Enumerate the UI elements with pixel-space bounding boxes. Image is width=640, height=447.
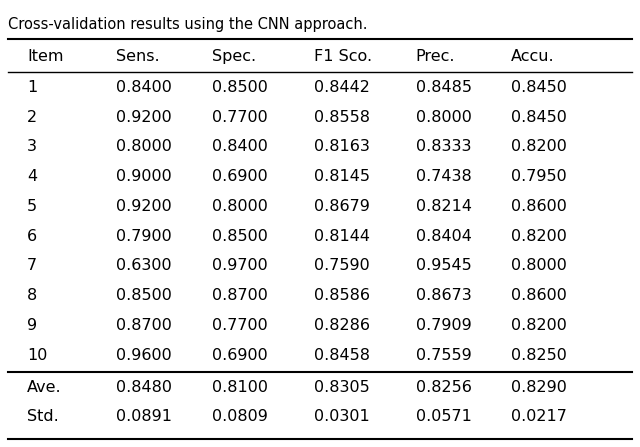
Text: 0.8256: 0.8256	[415, 380, 472, 395]
Text: 6: 6	[27, 229, 37, 244]
Text: 7: 7	[27, 258, 37, 274]
Text: 0.8250: 0.8250	[511, 348, 567, 363]
Text: 0.8442: 0.8442	[314, 80, 369, 95]
Text: 0.8200: 0.8200	[511, 139, 567, 154]
Text: 0.8600: 0.8600	[511, 199, 567, 214]
Text: Item: Item	[27, 50, 63, 64]
Text: Ave.: Ave.	[27, 380, 61, 395]
Text: Accu.: Accu.	[511, 50, 555, 64]
Text: 0.8200: 0.8200	[511, 229, 567, 244]
Text: Sens.: Sens.	[116, 50, 160, 64]
Text: 0.8700: 0.8700	[212, 288, 268, 303]
Text: 1: 1	[27, 80, 37, 95]
Text: 0.8305: 0.8305	[314, 380, 369, 395]
Text: 0.7700: 0.7700	[212, 110, 268, 125]
Text: 0.0301: 0.0301	[314, 409, 369, 425]
Text: 8: 8	[27, 288, 37, 303]
Text: 9: 9	[27, 318, 37, 333]
Text: F1 Sco.: F1 Sco.	[314, 50, 372, 64]
Text: 0.8500: 0.8500	[212, 80, 268, 95]
Text: 0.7950: 0.7950	[511, 169, 567, 184]
Text: 0.8145: 0.8145	[314, 169, 370, 184]
Text: 0.6300: 0.6300	[116, 258, 172, 274]
Text: 0.8586: 0.8586	[314, 288, 370, 303]
Text: 0.8000: 0.8000	[511, 258, 567, 274]
Text: 0.9200: 0.9200	[116, 199, 172, 214]
Text: 0.8500: 0.8500	[212, 229, 268, 244]
Text: 0.8333: 0.8333	[415, 139, 471, 154]
Text: 0.8400: 0.8400	[212, 139, 268, 154]
Text: 0.8679: 0.8679	[314, 199, 369, 214]
Text: 0.7900: 0.7900	[116, 229, 172, 244]
Text: 0.8450: 0.8450	[511, 80, 567, 95]
Text: 2: 2	[27, 110, 37, 125]
Text: 10: 10	[27, 348, 47, 363]
Text: 0.8558: 0.8558	[314, 110, 370, 125]
Text: 0.7438: 0.7438	[415, 169, 471, 184]
Text: 0.8286: 0.8286	[314, 318, 370, 333]
Text: 0.8458: 0.8458	[314, 348, 370, 363]
Text: 0.9600: 0.9600	[116, 348, 172, 363]
Text: 5: 5	[27, 199, 37, 214]
Text: 0.8500: 0.8500	[116, 288, 172, 303]
Text: 0.8290: 0.8290	[511, 380, 567, 395]
Text: 0.8673: 0.8673	[415, 288, 471, 303]
Text: 0.0571: 0.0571	[415, 409, 472, 425]
Text: Cross-validation results using the CNN approach.: Cross-validation results using the CNN a…	[8, 17, 367, 32]
Text: 0.9700: 0.9700	[212, 258, 268, 274]
Text: 4: 4	[27, 169, 37, 184]
Text: Spec.: Spec.	[212, 50, 256, 64]
Text: 0.8700: 0.8700	[116, 318, 172, 333]
Text: 0.8400: 0.8400	[116, 80, 172, 95]
Text: 0.8404: 0.8404	[415, 229, 472, 244]
Text: Prec.: Prec.	[415, 50, 455, 64]
Text: 0.0809: 0.0809	[212, 409, 268, 425]
Text: 0.8214: 0.8214	[415, 199, 472, 214]
Text: 0.7700: 0.7700	[212, 318, 268, 333]
Text: 0.8480: 0.8480	[116, 380, 172, 395]
Text: 0.8144: 0.8144	[314, 229, 370, 244]
Text: 0.8100: 0.8100	[212, 380, 268, 395]
Text: 0.6900: 0.6900	[212, 348, 268, 363]
Text: 0.9200: 0.9200	[116, 110, 172, 125]
Text: Std.: Std.	[27, 409, 59, 425]
Text: 0.8000: 0.8000	[212, 199, 268, 214]
Text: 0.8163: 0.8163	[314, 139, 369, 154]
Text: 0.8485: 0.8485	[415, 80, 472, 95]
Text: 0.9545: 0.9545	[415, 258, 471, 274]
Text: 0.8200: 0.8200	[511, 318, 567, 333]
Text: 0.8000: 0.8000	[415, 110, 472, 125]
Text: 0.8600: 0.8600	[511, 288, 567, 303]
Text: 0.8000: 0.8000	[116, 139, 172, 154]
Text: 0.7909: 0.7909	[415, 318, 471, 333]
Text: 0.8450: 0.8450	[511, 110, 567, 125]
Text: 0.7559: 0.7559	[415, 348, 471, 363]
Text: 0.0217: 0.0217	[511, 409, 567, 425]
Text: 0.0891: 0.0891	[116, 409, 172, 425]
Text: 3: 3	[27, 139, 37, 154]
Text: 0.9000: 0.9000	[116, 169, 172, 184]
Text: 0.7590: 0.7590	[314, 258, 369, 274]
Text: 0.6900: 0.6900	[212, 169, 268, 184]
